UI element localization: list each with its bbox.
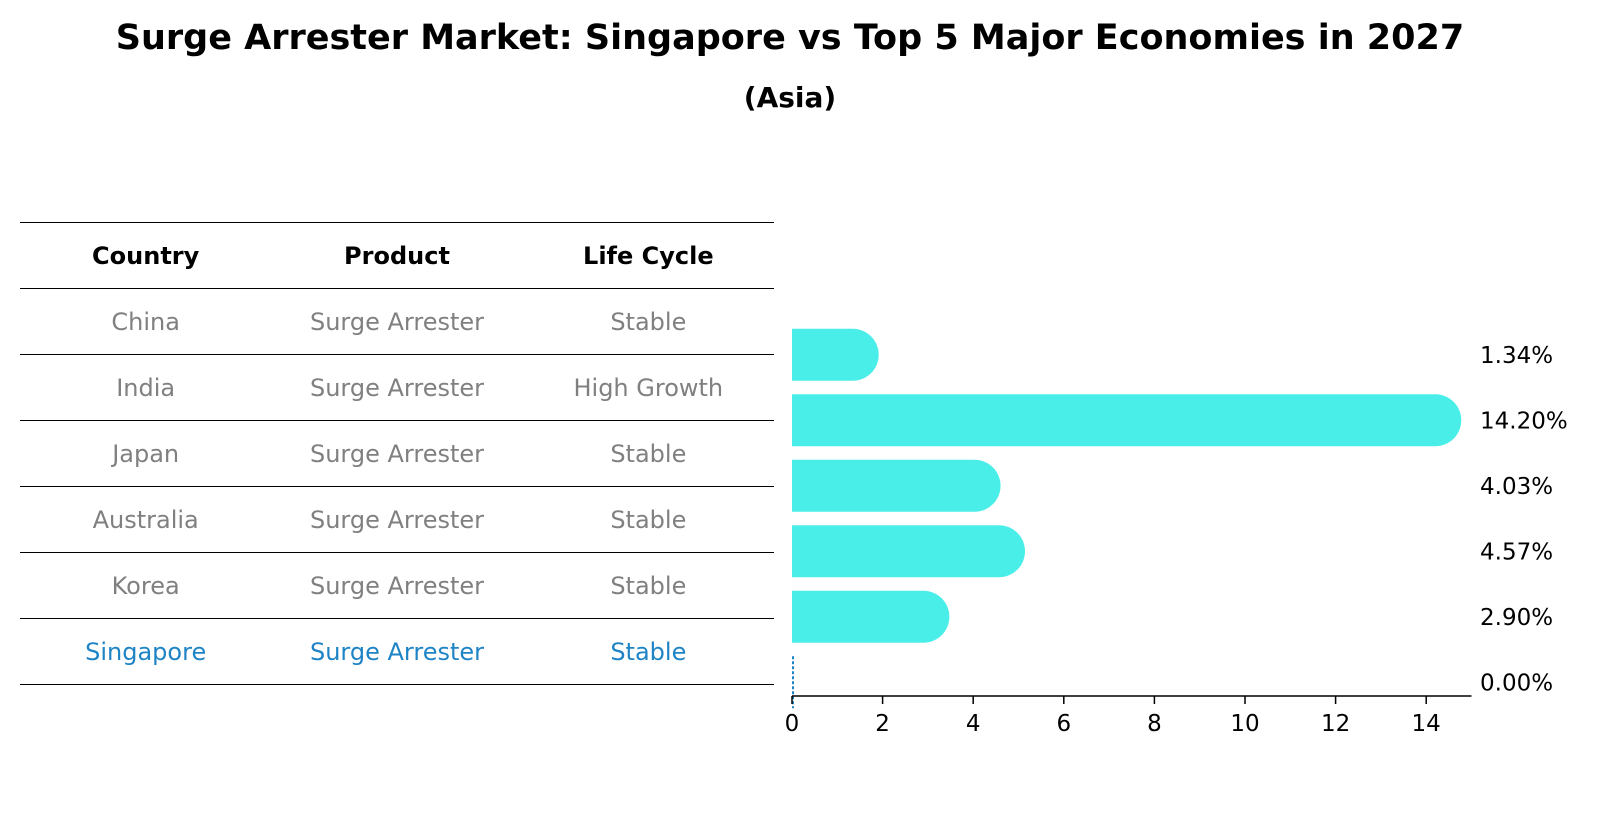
header-product: Product <box>271 222 523 289</box>
value-label: 1.34% <box>1480 343 1553 369</box>
x-tick-label: 10 <box>1230 711 1259 737</box>
cell-product: Surge Arrester <box>271 288 523 355</box>
x-tick-label: 14 <box>1412 711 1441 737</box>
value-label: 0.00% <box>1480 670 1553 696</box>
cell-country: China <box>20 288 272 355</box>
table-row-highlight: Singapore Surge Arrester Stable <box>20 618 774 685</box>
bar-australia <box>792 525 1026 578</box>
table-header-row: Country Product Life Cycle <box>20 222 774 289</box>
bar-china <box>792 328 879 381</box>
x-tick-label: 8 <box>1147 711 1162 737</box>
table-row: Japan Surge Arrester Stable <box>20 420 774 487</box>
cell-country: Singapore <box>20 618 272 685</box>
x-tick-label: 6 <box>1056 711 1071 737</box>
x-tick-label: 12 <box>1321 711 1350 737</box>
cell-country: Korea <box>20 552 272 619</box>
value-label: 4.03% <box>1480 474 1553 500</box>
table-row: China Surge Arrester Stable <box>20 288 774 355</box>
header-country: Country <box>20 222 272 289</box>
cell-life-cycle: High Growth <box>522 354 774 421</box>
cell-product: Surge Arrester <box>271 354 523 421</box>
chart-subtitle: (Asia) <box>743 81 837 114</box>
x-tick-label: 4 <box>966 711 981 737</box>
cell-product: Surge Arrester <box>271 486 523 553</box>
value-label: 4.57% <box>1480 539 1553 565</box>
table-row: Australia Surge Arrester Stable <box>20 486 774 553</box>
value-label: 2.90% <box>1480 605 1553 631</box>
x-tick-label: 2 <box>875 711 890 737</box>
header-life-cycle: Life Cycle <box>522 222 774 289</box>
table-row: Korea Surge Arrester Stable <box>20 552 774 619</box>
cell-country: India <box>20 354 272 421</box>
cell-country: Australia <box>20 486 272 553</box>
cell-life-cycle: Stable <box>522 552 774 619</box>
cell-life-cycle: Stable <box>522 486 774 553</box>
bar-japan <box>792 459 1001 512</box>
cell-product: Surge Arrester <box>271 420 523 487</box>
cell-product: Surge Arrester <box>271 552 523 619</box>
table-row: India Surge Arrester High Growth <box>20 354 774 421</box>
cell-product: Surge Arrester <box>271 618 523 685</box>
bar-korea <box>792 590 950 643</box>
bar-india <box>792 394 1462 447</box>
cell-country: Japan <box>20 420 272 487</box>
cell-life-cycle: Stable <box>522 288 774 355</box>
cell-life-cycle: Stable <box>522 420 774 487</box>
market-table: Country Product Life Cycle China Surge A… <box>20 222 774 685</box>
chart-title: Surge Arrester Market: Singapore vs Top … <box>115 18 1465 58</box>
value-label: 14.20% <box>1480 408 1568 434</box>
cell-life-cycle: Stable <box>522 618 774 685</box>
x-tick-label: 0 <box>785 711 800 737</box>
